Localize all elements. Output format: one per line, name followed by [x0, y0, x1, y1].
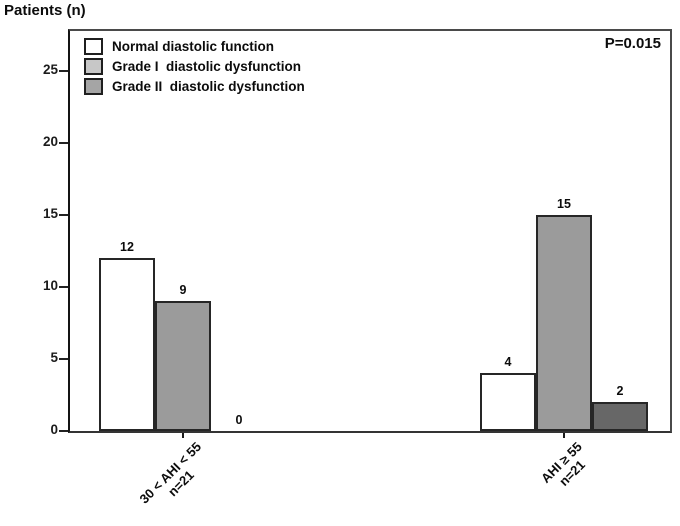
x-axis-tick — [563, 433, 565, 438]
y-axis-tick-label: 20 — [42, 134, 58, 149]
x-axis-group-label: 30 < AHI < 55 n=21 — [136, 439, 214, 517]
legend-swatch-grade2 — [84, 77, 103, 95]
legend-label-normal: Normal diastolic function — [112, 38, 275, 54]
bar-value-label-normal-group1: 12 — [120, 240, 134, 254]
y-axis-tick — [59, 430, 68, 432]
legend-item-grade2: Grade II diastolic dysfunction — [84, 76, 305, 96]
bar-value-label-grade1-group2: 15 — [557, 197, 571, 211]
y-axis-tick — [59, 142, 68, 144]
legend-swatch-normal — [84, 37, 103, 55]
legend-label-grade1: Grade I diastolic dysfunction — [112, 58, 302, 74]
bar-value-label-grade2-group2: 2 — [616, 384, 624, 398]
x-axis-tick — [182, 433, 184, 438]
y-axis-tick-label: 15 — [42, 206, 58, 221]
legend-item-grade1: Grade I diastolic dysfunction — [84, 56, 305, 76]
bar-value-label-grade1-group1: 9 — [179, 283, 187, 297]
chart-title: Patients (n) — [4, 2, 86, 19]
y-axis-tick — [59, 214, 68, 216]
legend-swatch-grade1 — [84, 57, 103, 75]
y-axis-tick-label: 25 — [42, 62, 58, 77]
bar-value-label-normal-group2: 4 — [504, 355, 512, 369]
y-axis-tick — [59, 286, 68, 288]
legend: Normal diastolic function Grade I diastol… — [84, 36, 305, 96]
bar-grade2-group2 — [592, 402, 648, 431]
legend-item-normal: Normal diastolic function — [84, 36, 305, 56]
plot-area: P=0.015 Normal diastolic function Grade I… — [43, 29, 672, 507]
y-axis-tick-label: 5 — [50, 350, 58, 365]
y-axis-tick-label: 0 — [50, 422, 58, 437]
bar-grade1-group1 — [155, 301, 211, 431]
y-axis-tick — [59, 358, 68, 360]
p-value-annotation: P=0.015 — [604, 35, 661, 52]
bar-grade1-group2 — [536, 215, 592, 431]
x-axis-group-label: AHI ≥ 55 n=21 — [538, 439, 595, 496]
y-axis-tick-label: 10 — [42, 278, 58, 293]
bar-normal-group2 — [480, 373, 536, 431]
y-axis-tick — [59, 70, 68, 72]
legend-label-grade2: Grade II diastolic dysfunction — [112, 78, 305, 94]
bar-normal-group1 — [99, 258, 155, 431]
bar-value-label-grade2-group1: 0 — [235, 413, 243, 427]
